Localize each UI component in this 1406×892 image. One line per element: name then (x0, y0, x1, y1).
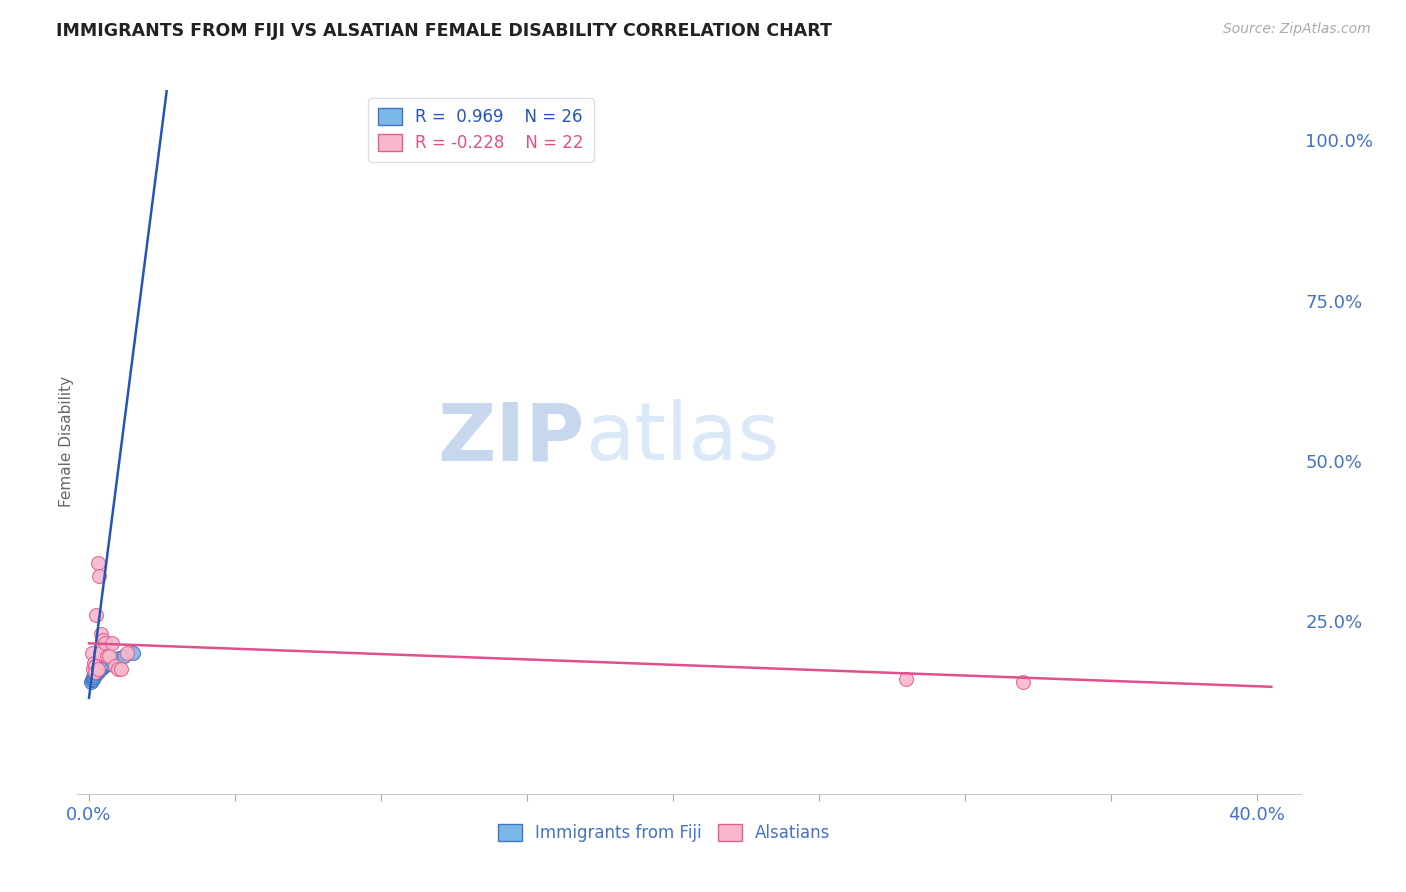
Point (80, 646, 103, 660)
Point (94, 658, 117, 673)
Point (98, 656, 121, 670)
Text: Source: ZipAtlas.com: Source: ZipAtlas.com (1223, 22, 1371, 37)
Point (87, 664, 110, 678)
Point (84, 665, 107, 680)
Point (107, 662, 129, 676)
Point (91, 633, 114, 648)
Point (89, 569, 111, 583)
Point (89, 662, 111, 676)
Y-axis label: Female Disability: Female Disability (59, 376, 73, 508)
Point (101, 636, 124, 650)
Point (83, 668, 105, 682)
Point (115, 646, 138, 660)
Point (87, 662, 110, 676)
Legend: Immigrants from Fiji, Alsatians: Immigrants from Fiji, Alsatians (492, 817, 837, 849)
Point (112, 649, 135, 664)
Point (121, 646, 143, 660)
Point (104, 658, 127, 673)
Point (1012, 674, 1035, 689)
Point (84, 666, 107, 681)
Point (90, 626, 112, 640)
Point (96, 657, 118, 672)
Text: ZIP: ZIP (437, 399, 585, 477)
Point (87, 556, 110, 570)
Point (82, 662, 104, 676)
Point (82, 670, 104, 684)
Point (94, 636, 117, 650)
Point (110, 662, 132, 676)
Point (86, 665, 108, 680)
Point (80, 673, 103, 687)
Point (896, 672, 918, 686)
Point (101, 654, 124, 668)
Point (91, 660, 114, 674)
Point (107, 651, 129, 665)
Point (96, 649, 118, 664)
Point (89, 646, 111, 660)
Point (104, 652, 127, 666)
Point (84, 667, 107, 681)
Point (83, 656, 105, 670)
Text: atlas: atlas (585, 399, 779, 477)
Point (83, 670, 105, 684)
Point (82, 672, 104, 686)
Point (89, 663, 111, 677)
Point (90, 661, 112, 675)
Point (83, 658, 105, 673)
Point (93, 659, 115, 673)
Point (90, 661, 112, 675)
Point (98, 649, 121, 664)
Point (80, 674, 103, 689)
Point (97, 657, 120, 671)
Point (87, 665, 110, 679)
Text: IMMIGRANTS FROM FIJI VS ALSATIAN FEMALE DISABILITY CORRELATION CHART: IMMIGRANTS FROM FIJI VS ALSATIAN FEMALE … (56, 22, 832, 40)
Point (84, 607, 107, 622)
